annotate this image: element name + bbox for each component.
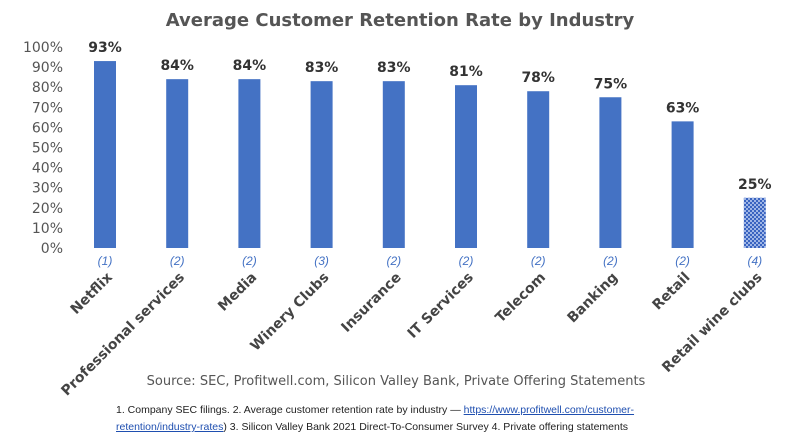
x-tick-label: Media xyxy=(215,270,260,315)
bar-media xyxy=(238,79,261,248)
y-tick-label: 90% xyxy=(32,60,63,76)
data-label: 81% xyxy=(449,64,483,80)
bar-banking xyxy=(599,97,622,248)
data-label: 25% xyxy=(738,177,772,193)
bar-netflix xyxy=(94,61,116,248)
x-tick-label: Winery Clubs xyxy=(248,270,333,355)
data-label: 84% xyxy=(233,58,267,74)
bar-retail-wine-clubs xyxy=(743,197,766,248)
x-tick-label: Retail xyxy=(650,270,694,314)
y-tick-label: 100% xyxy=(23,40,63,56)
bar-insurance xyxy=(382,81,405,248)
data-label: 75% xyxy=(594,76,628,92)
bar-it-services xyxy=(455,85,477,248)
source-text: Source: SEC, Profitwell.com, Silicon Val… xyxy=(147,374,646,389)
y-tick-label: 70% xyxy=(32,100,63,116)
data-label: 93% xyxy=(88,40,122,56)
footnote-link-1[interactable]: https://www.profitwell.com/customer- xyxy=(463,404,635,416)
bar-retail xyxy=(671,121,694,248)
y-tick-label: 10% xyxy=(32,221,63,237)
footnote-text-1: 1. Company SEC filings. 2. Average custo… xyxy=(116,404,464,416)
data-label: 83% xyxy=(305,60,339,76)
bar-winery-clubs xyxy=(310,81,333,248)
x-tick-label: IT Services xyxy=(405,270,477,342)
footnote-line-2: retention/industry-rates) 3. Silicon Val… xyxy=(116,421,628,433)
footnote-ref: (2) xyxy=(242,254,257,268)
bar-telecom xyxy=(527,91,550,248)
x-tick-label: Netflix xyxy=(68,270,116,318)
y-axis: 0% 10% 20% 30% 40% 50% 60% 70% 80% 90% 100% xyxy=(23,40,63,257)
footnote-ref: (2) xyxy=(386,254,401,268)
x-tick-label: Banking xyxy=(565,270,622,327)
data-label: 83% xyxy=(377,60,411,76)
x-tick-label: Insurance xyxy=(338,270,404,336)
footnote-ref: (1) xyxy=(98,254,113,268)
y-tick-label: 0% xyxy=(41,241,63,257)
x-tick-label: Telecom xyxy=(492,270,549,327)
footnote-ref: (2) xyxy=(531,254,546,268)
data-label: 84% xyxy=(160,58,194,74)
y-tick-label: 80% xyxy=(32,80,63,96)
y-tick-label: 30% xyxy=(32,181,63,197)
footnote-line-1: 1. Company SEC filings. 2. Average custo… xyxy=(116,404,634,416)
data-label: 63% xyxy=(666,100,700,116)
footnote-ref: (2) xyxy=(170,254,185,268)
bar-professional-services xyxy=(166,79,189,248)
footnote-text-2: ) 3. Silicon Valley Bank 2021 Direct-To-… xyxy=(223,421,629,433)
footnote-ref: (2) xyxy=(603,254,618,268)
footnote-ref: (3) xyxy=(314,254,329,268)
y-tick-label: 60% xyxy=(32,120,63,136)
footnote-ref: (4) xyxy=(747,254,762,268)
y-tick-label: 50% xyxy=(32,141,63,157)
y-tick-label: 40% xyxy=(32,161,63,177)
footnote-ref: (2) xyxy=(459,254,474,268)
footnote-ref: (2) xyxy=(675,254,690,268)
chart-title: Average Customer Retention Rate by Indus… xyxy=(166,10,635,31)
data-label: 78% xyxy=(521,70,555,86)
footnote-link-2[interactable]: retention/industry-rates xyxy=(116,421,224,433)
y-tick-label: 20% xyxy=(32,201,63,217)
